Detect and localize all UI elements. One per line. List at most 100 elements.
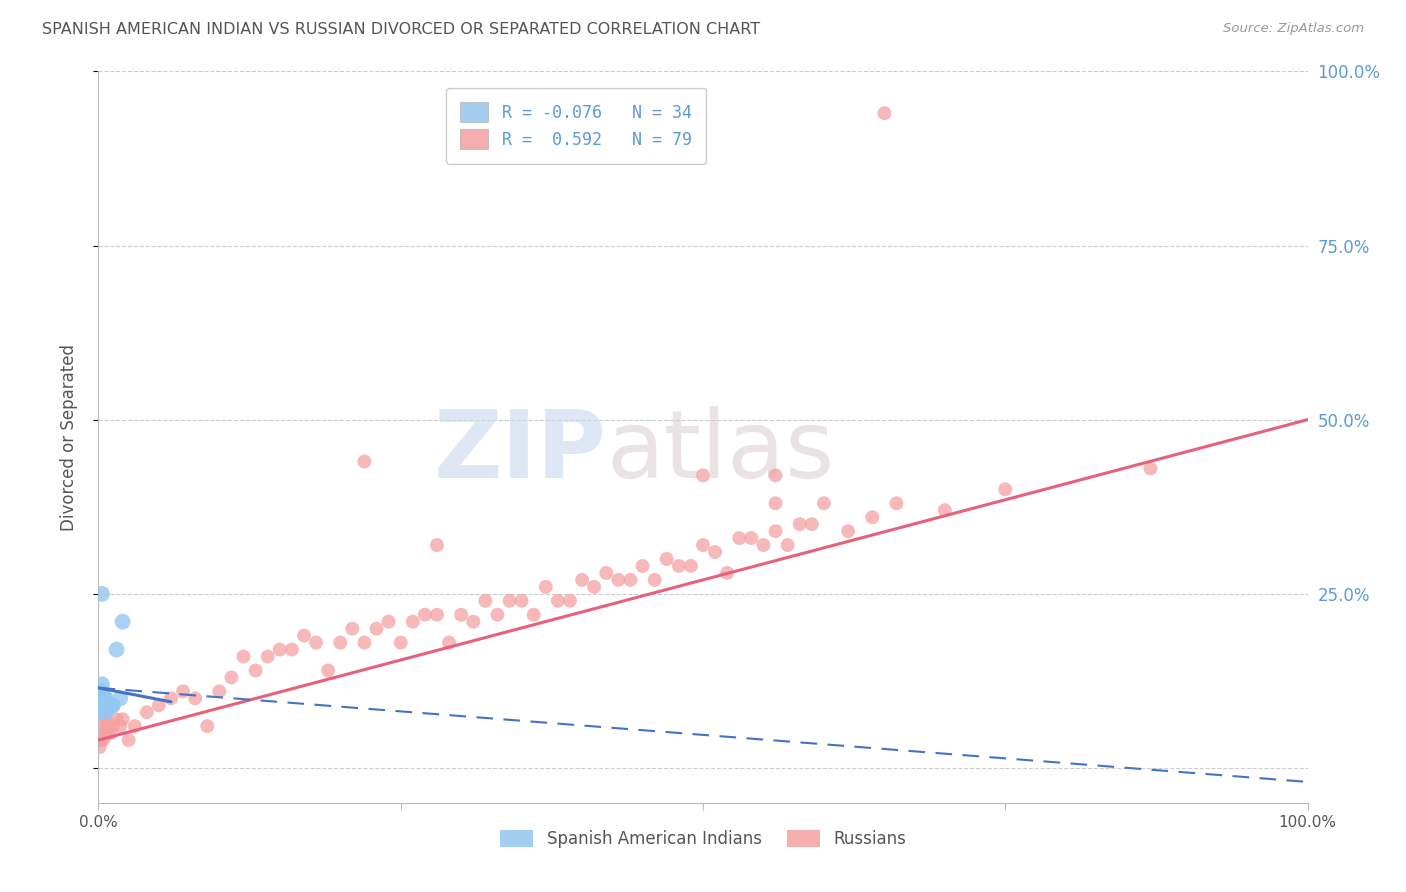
Point xyxy=(97,726,120,740)
Point xyxy=(740,531,762,545)
Point xyxy=(90,733,112,747)
Point xyxy=(111,712,134,726)
Point xyxy=(91,698,114,713)
Point xyxy=(195,719,218,733)
Point xyxy=(94,705,117,719)
Point xyxy=(184,691,207,706)
Point xyxy=(463,615,485,629)
Point xyxy=(437,635,460,649)
Point xyxy=(329,635,352,649)
Point xyxy=(402,615,425,629)
Point xyxy=(94,691,117,706)
Point xyxy=(655,552,678,566)
Point xyxy=(837,524,859,538)
Point xyxy=(377,615,399,629)
Point xyxy=(93,726,115,740)
Point xyxy=(474,594,496,608)
Point xyxy=(89,691,111,706)
Point xyxy=(728,531,751,545)
Point xyxy=(100,698,122,713)
Point xyxy=(93,698,115,713)
Point xyxy=(90,691,112,706)
Point xyxy=(607,573,630,587)
Point xyxy=(135,705,157,719)
Point xyxy=(389,635,412,649)
Point xyxy=(90,684,112,698)
Y-axis label: Divorced or Separated: Divorced or Separated xyxy=(59,343,77,531)
Point xyxy=(96,719,118,733)
Point xyxy=(413,607,436,622)
Point xyxy=(91,733,114,747)
Point xyxy=(547,594,569,608)
Point xyxy=(91,698,114,713)
Point xyxy=(631,558,654,573)
Point xyxy=(90,691,112,706)
Point xyxy=(752,538,775,552)
Point xyxy=(765,524,787,538)
Point xyxy=(105,712,128,726)
Point xyxy=(595,566,617,580)
Point xyxy=(172,684,194,698)
Point xyxy=(994,483,1017,497)
Legend: Spanish American Indians, Russians: Spanish American Indians, Russians xyxy=(492,822,914,856)
Point xyxy=(1139,461,1161,475)
Point xyxy=(692,538,714,552)
Point xyxy=(91,698,114,713)
Point xyxy=(668,558,690,573)
Point xyxy=(486,607,509,622)
Point xyxy=(886,496,908,510)
Point xyxy=(89,698,111,713)
Point xyxy=(245,664,267,678)
Point xyxy=(101,698,124,713)
Point xyxy=(704,545,727,559)
Point xyxy=(873,106,896,120)
Point xyxy=(232,649,254,664)
Point xyxy=(91,705,114,719)
Point xyxy=(426,607,449,622)
Point xyxy=(934,503,956,517)
Point xyxy=(148,698,170,713)
Point xyxy=(97,698,120,713)
Point xyxy=(118,733,141,747)
Point xyxy=(342,622,364,636)
Point xyxy=(765,496,787,510)
Text: Source: ZipAtlas.com: Source: ZipAtlas.com xyxy=(1223,22,1364,36)
Point xyxy=(498,594,520,608)
Point xyxy=(208,684,231,698)
Point xyxy=(256,649,278,664)
Point xyxy=(91,691,114,706)
Point xyxy=(292,629,315,643)
Point xyxy=(353,454,375,468)
Point xyxy=(765,468,787,483)
Point xyxy=(100,726,122,740)
Point xyxy=(124,719,146,733)
Point xyxy=(281,642,304,657)
Point xyxy=(305,635,328,649)
Text: ZIP: ZIP xyxy=(433,406,606,498)
Point xyxy=(426,538,449,552)
Point xyxy=(716,566,738,580)
Point xyxy=(221,670,243,684)
Point xyxy=(108,719,131,733)
Point xyxy=(510,594,533,608)
Point xyxy=(96,698,118,713)
Point xyxy=(813,496,835,510)
Point xyxy=(89,740,111,755)
Point xyxy=(98,698,121,713)
Point xyxy=(800,517,823,532)
Point xyxy=(91,587,114,601)
Point xyxy=(90,698,112,713)
Point xyxy=(789,517,811,532)
Point xyxy=(679,558,702,573)
Point xyxy=(644,573,666,587)
Point xyxy=(523,607,546,622)
Text: SPANISH AMERICAN INDIAN VS RUSSIAN DIVORCED OR SEPARATED CORRELATION CHART: SPANISH AMERICAN INDIAN VS RUSSIAN DIVOR… xyxy=(42,22,761,37)
Point xyxy=(91,719,114,733)
Point xyxy=(692,468,714,483)
Point xyxy=(91,684,114,698)
Point xyxy=(89,691,111,706)
Point xyxy=(571,573,593,587)
Text: atlas: atlas xyxy=(606,406,835,498)
Point xyxy=(91,691,114,706)
Point xyxy=(558,594,581,608)
